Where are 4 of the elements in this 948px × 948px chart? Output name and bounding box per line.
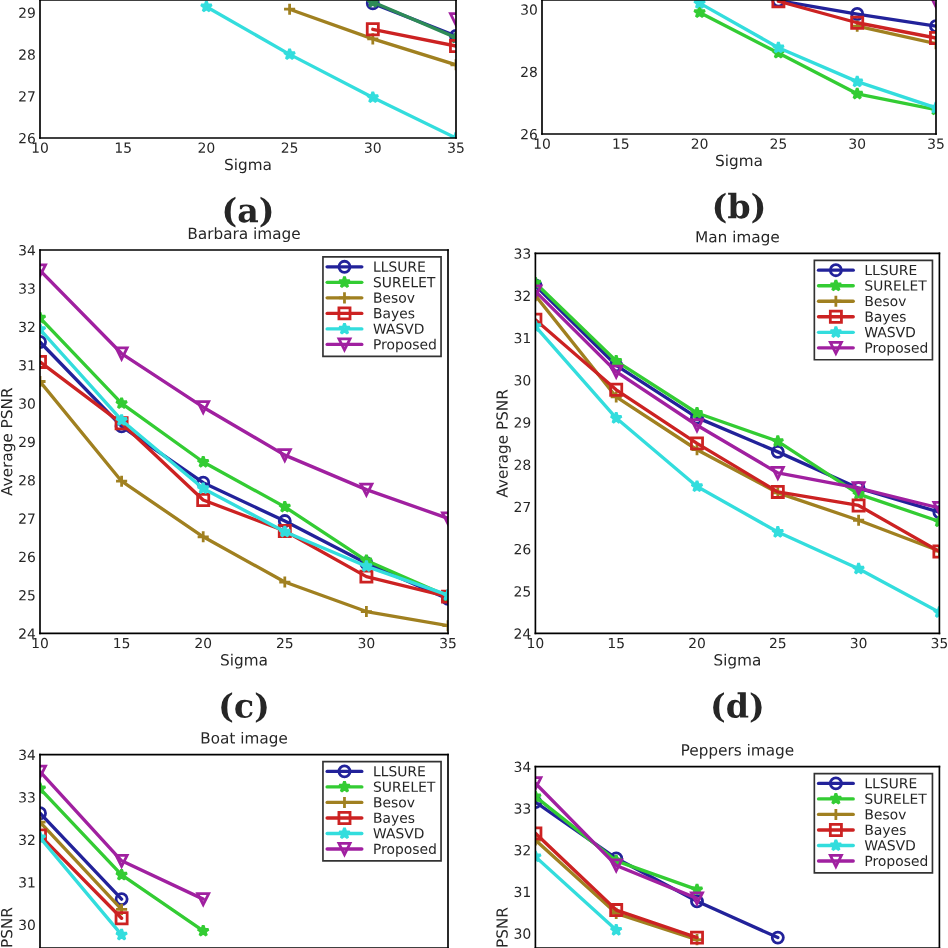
text: (b)	[714, 192, 764, 224]
text: (d)	[713, 692, 762, 723]
text: (c)	[221, 692, 267, 723]
text: (a)	[224, 196, 272, 228]
